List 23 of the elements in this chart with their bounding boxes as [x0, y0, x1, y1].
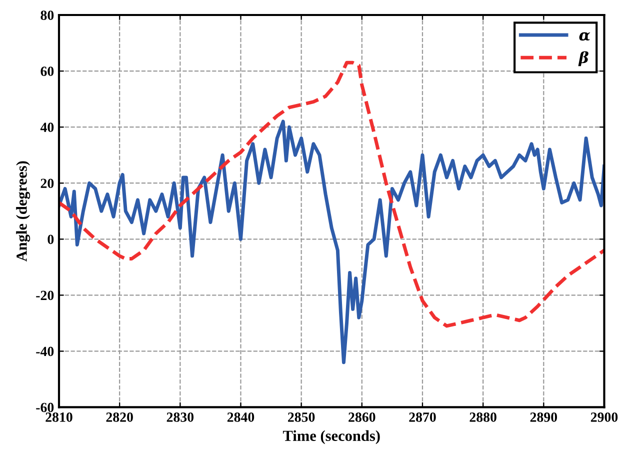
x-tick-label: 2880 — [470, 412, 496, 422]
x-tick-label: 2850 — [288, 412, 315, 422]
y-axis-title: Angle (degrees) — [16, 161, 30, 262]
x-tick-label: 2840 — [227, 412, 254, 422]
x-tick-label: 2820 — [106, 412, 133, 422]
x-tick-label: 2870 — [409, 412, 436, 422]
y-tick-label: 40 — [40, 122, 54, 132]
y-tick-label: 0 — [48, 234, 54, 244]
legend-label: β — [578, 51, 588, 66]
y-tick-label: -60 — [36, 402, 54, 412]
y-tick-label: -20 — [36, 290, 54, 300]
legend-label: α — [579, 32, 590, 41]
line-series — [58, 120, 604, 364]
x-tick-label: 2890 — [530, 412, 558, 422]
y-tick-label: 20 — [40, 178, 54, 188]
x-axis-title: Time (seconds) — [282, 430, 380, 444]
y-tick-label: 80 — [40, 10, 54, 20]
y-tick-label: 60 — [40, 66, 54, 76]
x-tick-label: 2810 — [46, 412, 72, 422]
y-tick-label: -40 — [36, 346, 54, 356]
x-tick-label: 2860 — [348, 412, 376, 422]
x-tick-label: 2830 — [166, 412, 194, 422]
x-tick-label: 2900 — [590, 412, 618, 422]
